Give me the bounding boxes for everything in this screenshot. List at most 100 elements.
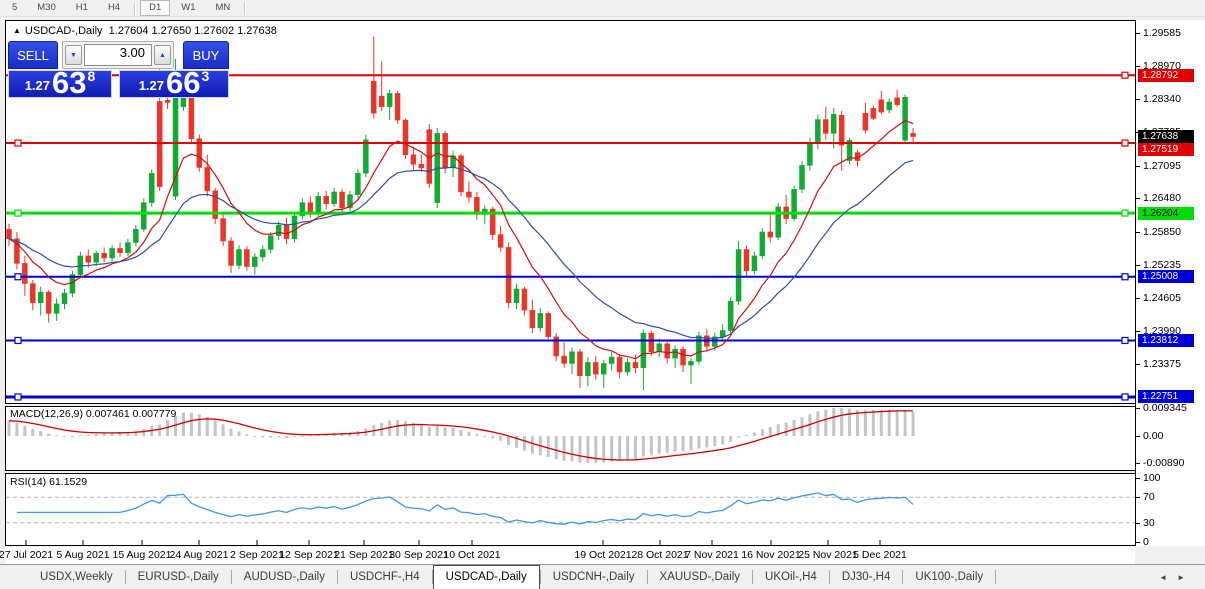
- collapse-icon[interactable]: ▲: [13, 26, 21, 35]
- level-line-handle[interactable]: [1121, 71, 1129, 79]
- chart-tab-uk100-daily[interactable]: UK100-,Daily: [915, 571, 984, 583]
- toolbar-separator: [134, 1, 136, 15]
- axis-label: 1.26480: [1143, 192, 1181, 205]
- chart-title: ▲ USDCAD-,Daily 1.27604 1.27650 1.27602 1…: [13, 25, 277, 37]
- level-line-handle[interactable]: [1121, 139, 1129, 147]
- axis-label: 70: [1143, 491, 1155, 504]
- level-price-tag: 1.23812: [1138, 333, 1194, 347]
- axis-tick: [1136, 231, 1140, 233]
- date-label: 27 Jul 2021: [0, 549, 54, 561]
- date-label: 5 Aug 2021: [56, 549, 110, 561]
- axis-label: -0.00890: [1143, 456, 1185, 469]
- date-label: 12 Sep 2021: [279, 549, 339, 561]
- timeframe-button-h1[interactable]: H1: [75, 2, 88, 13]
- chart-tab-audusd-daily[interactable]: AUDUSD-,Daily: [243, 571, 325, 583]
- sell-price-box[interactable]: 1.27 63 8: [8, 67, 112, 98]
- level-line-handle[interactable]: [1121, 273, 1129, 281]
- timeframe-button-d1[interactable]: D1: [140, 0, 171, 16]
- trade-panel: SELL ▼ 3.00 ▲ BUY 1.27 63 8 1.27 66 3: [8, 41, 229, 98]
- chart-symbol-period: USDCAD-,Daily: [24, 25, 103, 37]
- chart-tabs-bar: USDX,Weekly EURUSD-,Daily AUDUSD-,Daily USD…: [0, 564, 1205, 589]
- tab-scroll-right-icon[interactable]: ►: [1177, 573, 1195, 582]
- rsi-chart: [6, 492, 1135, 545]
- axis-tick: [1136, 542, 1140, 543]
- level-price-tag: 1.27519: [1138, 143, 1194, 157]
- level-line-handle[interactable]: [1121, 393, 1129, 401]
- macd-values: 0.007461 0.007779: [85, 408, 177, 420]
- tab-divider: [539, 570, 541, 584]
- tab-divider: [995, 570, 997, 584]
- tab-divider: [646, 570, 648, 584]
- macd-histogram: [7, 407, 915, 464]
- volume-spinner: ▼ 3.00 ▲: [62, 41, 174, 69]
- tab-scroll-left-icon[interactable]: ◄: [1159, 573, 1178, 582]
- rsi-panel: [5, 473, 1136, 546]
- date-label: 19 Oct 2021: [574, 549, 632, 561]
- slow-ma-line: [8, 159, 914, 339]
- timeframe-button-mn[interactable]: MN: [215, 2, 231, 13]
- buy-button[interactable]: BUY: [183, 41, 229, 69]
- current-price-tag: 1.27638: [1138, 130, 1194, 144]
- candlestick-chart: [6, 36, 1135, 401]
- axis-tick: [1136, 436, 1140, 437]
- toolbar-separator: [244, 1, 246, 15]
- axis-label: 1.28340: [1143, 93, 1181, 106]
- timeframe-button-5[interactable]: 5: [12, 2, 18, 13]
- timeframe-button-w1[interactable]: W1: [181, 2, 196, 13]
- axis-tick: [1136, 99, 1140, 101]
- date-label: 5 Dec 2021: [853, 549, 907, 561]
- level-lines: [6, 71, 1135, 401]
- chart-tab-usdcnh-daily[interactable]: USDCNH-,Daily: [552, 571, 635, 583]
- buy-price-box[interactable]: 1.27 66 3: [119, 65, 229, 100]
- chart-tab-usdx-weekly[interactable]: USDX,Weekly: [40, 571, 113, 583]
- tab-divider: [230, 570, 232, 584]
- chart-ohlc-values: 1.27604 1.27650 1.27602 1.27638: [108, 25, 277, 37]
- macd-signal-line: [8, 410, 914, 461]
- level-line-handle[interactable]: [1121, 336, 1129, 345]
- axis-label: 100: [1143, 472, 1161, 484]
- macd-label: MACD(12,26,9) 0.007461 0.007779: [10, 408, 177, 420]
- volume-decrease-button[interactable]: ▼: [65, 45, 82, 65]
- chart-tab-eurusd-daily[interactable]: EURUSD-,Daily: [137, 571, 219, 583]
- sell-price-prefix: 1.27: [24, 78, 51, 93]
- date-label: 2 Sep 2021: [230, 549, 284, 561]
- date-label: 25 Nov 2021: [798, 549, 858, 561]
- level-line-handle[interactable]: [14, 209, 22, 217]
- buy-price-prefix: 1.27: [138, 78, 165, 93]
- chart-tab-usdchf-h4[interactable]: USDCHF-,H4: [349, 571, 420, 583]
- level-line-handle[interactable]: [14, 273, 22, 281]
- level-line-handle[interactable]: [14, 336, 22, 345]
- timeframe-button-m30[interactable]: M30: [37, 2, 56, 13]
- candlestick-series: [6, 36, 916, 391]
- volume-input[interactable]: 3.00: [84, 44, 152, 66]
- axis-tick: [1136, 330, 1140, 332]
- chart-tab-ukoil-h4[interactable]: UKOil-,H4: [765, 571, 817, 583]
- level-line-handle[interactable]: [14, 139, 22, 147]
- tab-scroll-arrows: ◄►: [1159, 573, 1195, 582]
- timeframe-button-h4[interactable]: H4: [107, 2, 121, 13]
- chart-tab-dj30-h4[interactable]: DJ30-,H4: [841, 571, 891, 583]
- axis-tick: [1136, 165, 1140, 167]
- price-axis: 1.295851.289701.283401.277251.270951.264…: [1135, 20, 1205, 548]
- tab-divider: [124, 570, 126, 584]
- level-line-handle[interactable]: [1121, 209, 1129, 217]
- axis-tick: [1136, 478, 1140, 479]
- date-label: 7 Nov 2021: [685, 549, 739, 561]
- axis-tick: [1136, 497, 1140, 499]
- axis-label: 0.00: [1143, 430, 1164, 442]
- date-label: 28 Oct 2021: [631, 549, 689, 561]
- volume-increase-button[interactable]: ▲: [154, 45, 171, 65]
- chart-tab-xauusd-daily[interactable]: XAUUSD-,Daily: [659, 571, 741, 583]
- sell-button[interactable]: SELL: [8, 41, 58, 69]
- level-line-handle[interactable]: [14, 393, 22, 401]
- date-label: 21 Sep 2021: [334, 549, 394, 561]
- axis-label: 1.25850: [1143, 225, 1181, 238]
- buy-price-big: 66: [166, 65, 201, 100]
- chart-tab-usdcad-daily[interactable]: USDCAD-,Daily: [432, 565, 540, 589]
- axis-tick: [1136, 462, 1140, 464]
- tab-divider: [336, 570, 338, 584]
- macd-chart: [7, 407, 915, 464]
- axis-tick: [1136, 298, 1140, 300]
- axis-label: 1.23375: [1143, 357, 1181, 370]
